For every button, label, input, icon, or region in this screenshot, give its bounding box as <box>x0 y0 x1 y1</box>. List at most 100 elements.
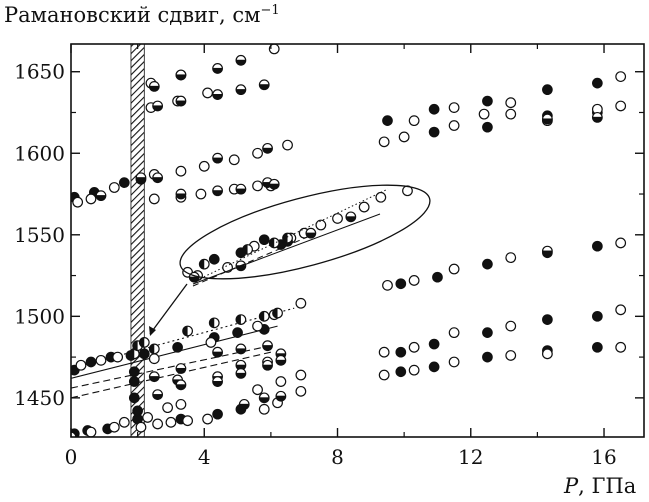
point-open <box>615 71 627 83</box>
point-half-filled <box>212 185 223 197</box>
point-open <box>615 237 627 249</box>
point-half-filled <box>95 190 107 202</box>
point-open <box>408 115 420 127</box>
x-tick-label: 4 <box>198 445 211 469</box>
point-open <box>448 327 460 339</box>
point-filled <box>482 95 493 107</box>
point-half-filled <box>258 79 270 91</box>
point-filled <box>482 121 493 133</box>
point-open <box>541 348 553 360</box>
point-half-filled <box>148 80 160 92</box>
point-open <box>152 418 164 430</box>
zoom-highlight <box>149 184 431 336</box>
x-tick-label: 8 <box>331 445 344 469</box>
point-open <box>112 351 124 363</box>
point-filled <box>482 327 493 338</box>
point-filled <box>395 346 407 358</box>
point-filled <box>395 366 407 378</box>
point-open <box>85 426 97 437</box>
point-open <box>505 320 517 332</box>
point-half-filled <box>212 63 223 74</box>
y-tick-label: 1650 <box>14 60 65 84</box>
point-open <box>198 160 210 172</box>
point-open <box>505 97 517 109</box>
point-filled <box>592 310 603 322</box>
point-filled <box>128 366 140 378</box>
point-half-filled <box>262 142 273 154</box>
point-half-filled <box>305 227 317 239</box>
point-open <box>408 341 420 353</box>
point-open <box>202 87 213 99</box>
point-filled <box>232 327 243 338</box>
data-points <box>71 44 627 437</box>
point-half-filled <box>235 84 247 96</box>
point-half-filled <box>541 113 553 125</box>
point-open <box>275 376 287 387</box>
point-filled <box>542 314 553 325</box>
point-half-filled <box>235 54 247 66</box>
point-filled <box>428 103 440 115</box>
point-filled <box>428 361 440 373</box>
point-open <box>165 416 177 428</box>
point-open <box>382 279 393 291</box>
axis-ticks <box>70 44 644 437</box>
point-open <box>252 384 263 396</box>
point-filled <box>482 351 493 363</box>
point-half-filled-vertical <box>268 237 280 249</box>
point-open <box>398 131 410 143</box>
point-filled <box>395 278 407 290</box>
point-half-filled <box>175 69 187 81</box>
point-half-filled <box>541 245 553 257</box>
point-open <box>148 353 160 365</box>
point-open <box>615 100 627 112</box>
point-filled <box>85 356 97 368</box>
point-half-filled <box>268 178 280 190</box>
point-half-filled <box>175 188 187 200</box>
point-open <box>378 369 390 381</box>
point-open <box>85 193 97 205</box>
point-filled <box>118 177 130 188</box>
point-half-filled <box>262 340 273 352</box>
point-open <box>95 354 107 366</box>
point-open <box>332 213 343 224</box>
point-open <box>478 108 490 120</box>
point-filled <box>212 408 223 420</box>
point-filled <box>592 240 603 252</box>
point-open <box>282 139 293 151</box>
zoom-ellipse <box>179 184 431 280</box>
point-filled <box>428 126 440 138</box>
point-open <box>202 413 213 425</box>
point-open <box>72 196 84 208</box>
point-half-filled-vertical <box>272 307 283 319</box>
point-filled <box>592 341 603 353</box>
point-filled <box>428 338 440 350</box>
point-filled <box>258 234 270 246</box>
point-half-filled <box>275 390 287 402</box>
point-open <box>118 416 130 428</box>
point-open <box>228 154 240 166</box>
point-half-filled <box>238 398 250 410</box>
point-open <box>295 385 307 397</box>
point-half-filled-vertical <box>242 244 253 255</box>
point-open <box>378 346 390 358</box>
point-open <box>195 188 207 200</box>
point-filled <box>172 341 183 353</box>
y-tick-label: 1550 <box>14 223 65 247</box>
point-open <box>148 193 160 205</box>
plot-frame <box>70 43 645 438</box>
point-open <box>175 398 187 410</box>
point-half-filled-vertical <box>235 314 247 325</box>
zoom-fit-dotted <box>192 188 389 283</box>
point-filled <box>128 392 140 404</box>
point-half-filled-vertical <box>138 337 150 348</box>
fit-line-solid <box>71 325 278 379</box>
point-open <box>205 337 217 348</box>
point-open <box>505 252 517 264</box>
point-open <box>71 431 77 437</box>
point-half-filled-vertical <box>182 325 193 337</box>
point-half-filled-vertical <box>148 343 160 355</box>
point-open <box>408 364 420 376</box>
point-open <box>448 356 460 368</box>
point-open <box>108 182 120 193</box>
point-filled <box>132 405 143 417</box>
